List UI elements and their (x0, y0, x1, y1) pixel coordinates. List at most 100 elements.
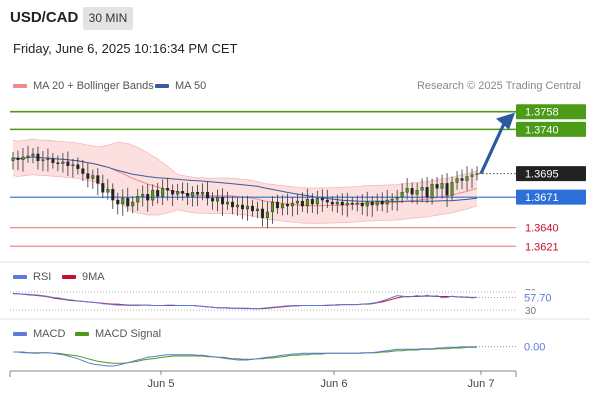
macd-swatch (13, 332, 27, 336)
legend-rsi-ma: 9MA (62, 271, 105, 283)
candle (450, 176, 454, 202)
candle (290, 197, 294, 217)
candle (305, 188, 309, 214)
candle-body (186, 193, 190, 197)
price-level-label-1.3640: 1.3640 (525, 223, 559, 235)
candle-body (315, 197, 319, 205)
candle-body (330, 201, 334, 205)
candle-body (335, 201, 339, 205)
candle (201, 183, 205, 201)
candle-body (450, 182, 454, 196)
candle (46, 148, 50, 172)
candle-body (121, 197, 125, 205)
forecast-arrow-head (496, 112, 515, 130)
legend-macd-label: MACD (33, 328, 66, 340)
candle-body (26, 155, 30, 158)
candle-body (440, 183, 444, 189)
candle (171, 184, 175, 207)
candle (36, 146, 40, 170)
candle-body (470, 174, 474, 177)
candle (470, 168, 474, 189)
candle (435, 177, 439, 198)
price-level-label-1.3621: 1.3621 (525, 241, 559, 253)
candle-body (460, 178, 464, 181)
candle-body (211, 197, 215, 202)
x-tick-label: Jun 5 (148, 378, 175, 390)
candle-body (245, 205, 249, 210)
price-level-box-1.3758 (516, 104, 586, 120)
candle-body (156, 190, 160, 197)
candle-body (241, 204, 245, 210)
candle (71, 158, 75, 178)
macd-signal-swatch (75, 332, 89, 336)
rsi-value-label: 57.70 (524, 292, 552, 304)
candle-body (91, 175, 95, 179)
macd-line (13, 346, 477, 367)
candle (440, 174, 444, 199)
candle (335, 194, 339, 213)
candle-body (136, 195, 140, 203)
legend-rsi-label: RSI (33, 271, 52, 283)
candle (430, 178, 434, 205)
candle-body (350, 202, 354, 205)
price-level-label-1.3740: 1.3740 (525, 124, 559, 136)
candle-body (310, 198, 314, 205)
candle (76, 157, 80, 175)
ma50-line (12, 156, 478, 202)
candle (176, 183, 180, 201)
candle (196, 184, 200, 207)
candle-body (101, 183, 105, 193)
candle (285, 193, 289, 215)
candle-body (86, 173, 90, 179)
candle-body (96, 175, 100, 184)
candle-body (400, 192, 404, 198)
candle-body (106, 189, 110, 193)
candle (101, 174, 105, 199)
candle (315, 190, 319, 215)
candle-body (260, 208, 264, 218)
candle (280, 195, 284, 216)
candle-body (166, 188, 170, 191)
candle-body (116, 199, 120, 205)
candle (365, 191, 369, 217)
candle (221, 188, 225, 216)
bollinger-upper (12, 138, 478, 189)
macd-value-label: 0.00 (524, 342, 545, 354)
candle (260, 200, 264, 227)
candle (211, 192, 215, 210)
candle (86, 163, 90, 188)
candle (151, 184, 155, 207)
research-credit: Research © 2025 Trading Central (416, 80, 581, 92)
candle-body (395, 196, 399, 200)
candle-body (285, 203, 289, 207)
candle-body (76, 164, 80, 169)
candle-body (405, 188, 409, 193)
legend-macd-signal-label: MACD Signal (95, 328, 162, 340)
candle-body (36, 153, 40, 162)
price-level-box-1.3740 (516, 121, 586, 137)
candle-body (46, 158, 50, 161)
candle (91, 169, 95, 189)
legend-rsi: RSI (13, 271, 51, 283)
candle (445, 173, 449, 207)
candle-body (340, 201, 344, 206)
candle (66, 151, 70, 177)
candle (410, 182, 414, 204)
candle (420, 178, 424, 203)
candle-body (265, 211, 269, 218)
candle (325, 189, 329, 208)
candle (275, 194, 279, 214)
legend-macd: MACD (13, 328, 65, 340)
timeframe-badge[interactable]: 30 MIN (83, 7, 133, 30)
candle (385, 189, 389, 213)
candle (380, 192, 384, 212)
candle (355, 195, 359, 212)
candle (475, 166, 479, 181)
candle (425, 177, 429, 204)
candle (11, 151, 15, 170)
candle (26, 145, 30, 163)
candle-body (430, 184, 434, 198)
candle (340, 193, 344, 216)
ma50-swatch (155, 84, 169, 88)
